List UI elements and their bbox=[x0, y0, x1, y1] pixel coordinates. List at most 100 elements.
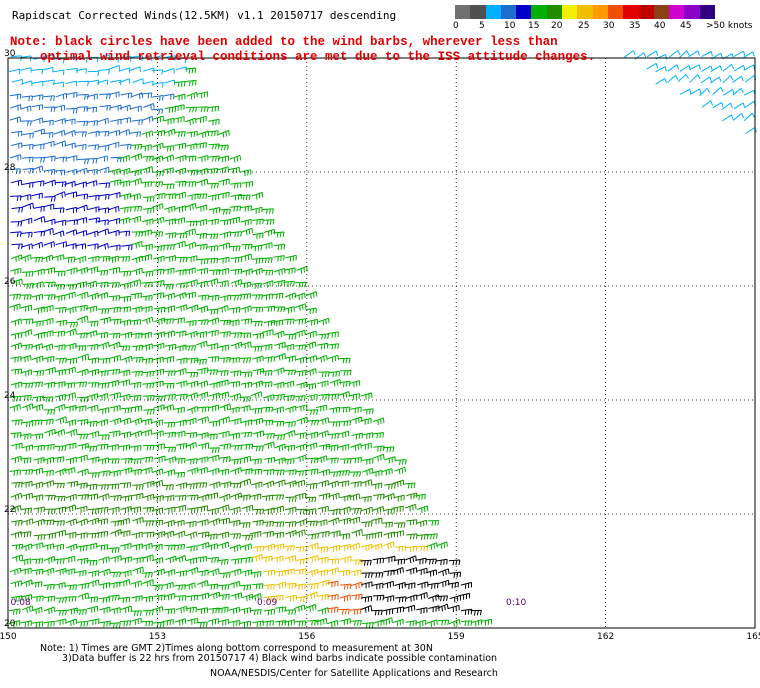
wind-barb bbox=[196, 380, 209, 388]
wind-barb bbox=[108, 458, 120, 464]
wind-barb bbox=[405, 567, 418, 575]
wind-barb bbox=[153, 317, 166, 325]
wind-barb bbox=[10, 342, 22, 351]
wind-barb bbox=[295, 470, 307, 477]
wind-barb bbox=[263, 356, 275, 363]
wind-barb bbox=[22, 156, 34, 163]
wind-barb bbox=[404, 582, 416, 590]
wind-barb bbox=[21, 480, 33, 488]
wind-barb bbox=[394, 545, 407, 552]
wind-barb bbox=[197, 319, 209, 326]
wind-barb bbox=[241, 371, 253, 378]
wind-barb bbox=[296, 595, 308, 603]
legend-swatch bbox=[470, 5, 486, 19]
wind-barb bbox=[318, 317, 330, 326]
wind-barb bbox=[219, 319, 232, 326]
wind-barb bbox=[207, 130, 219, 137]
wind-barb bbox=[209, 269, 221, 276]
wind-barb bbox=[307, 542, 319, 551]
wind-barb bbox=[174, 584, 186, 591]
wind-barb bbox=[119, 482, 132, 489]
wind-barb bbox=[120, 543, 132, 550]
wind-barb bbox=[262, 530, 274, 538]
wind-barb bbox=[142, 270, 154, 277]
wind-barb bbox=[141, 456, 153, 463]
wind-barb bbox=[305, 355, 318, 363]
wind-barb bbox=[98, 341, 110, 350]
wind-barb bbox=[372, 506, 385, 514]
wind-barb bbox=[163, 608, 176, 615]
wind-barb bbox=[361, 581, 373, 589]
wind-barb bbox=[294, 292, 306, 301]
wind-barb bbox=[141, 305, 153, 313]
wind-barb bbox=[153, 306, 166, 314]
wind-barb bbox=[296, 265, 308, 274]
wind-barb bbox=[284, 421, 296, 428]
wind-barb bbox=[206, 343, 219, 350]
wind-barb bbox=[655, 77, 667, 85]
wind-barb bbox=[31, 621, 44, 628]
wind-barb bbox=[339, 594, 351, 602]
wind-barb bbox=[151, 507, 163, 515]
wind-barb bbox=[10, 179, 22, 186]
legend-label: 15 bbox=[528, 21, 540, 31]
wind-barb bbox=[42, 567, 55, 576]
wind-barb bbox=[394, 522, 406, 529]
wind-barb bbox=[162, 283, 174, 290]
wind-barb bbox=[130, 405, 143, 413]
wind-barb bbox=[229, 533, 242, 539]
wind-barb bbox=[153, 443, 165, 451]
wind-barb bbox=[131, 344, 144, 352]
wind-barb bbox=[218, 430, 230, 438]
wind-barb bbox=[43, 79, 55, 86]
wind-barb bbox=[152, 95, 164, 101]
wind-barb bbox=[732, 87, 744, 96]
wind-barb bbox=[10, 356, 22, 363]
wind-barb bbox=[239, 293, 252, 300]
wind-barb bbox=[186, 169, 199, 176]
wind-barb bbox=[241, 556, 253, 564]
wind-barb bbox=[151, 519, 164, 526]
wind-barb bbox=[22, 283, 34, 290]
wind-barb bbox=[152, 342, 165, 350]
wind-barb bbox=[304, 383, 317, 390]
wind-barb bbox=[427, 520, 440, 526]
wind-barb bbox=[33, 306, 45, 314]
wind-barb bbox=[305, 330, 317, 338]
note-line-1: Note: black circles have been added to t… bbox=[10, 35, 558, 49]
wind-barb bbox=[263, 507, 275, 515]
wind-barb bbox=[272, 594, 284, 602]
wind-barb bbox=[394, 466, 406, 475]
wind-barb bbox=[219, 481, 232, 489]
wind-barb bbox=[175, 570, 188, 577]
wind-barb bbox=[250, 345, 263, 352]
wind-barb bbox=[151, 479, 164, 488]
wind-barb bbox=[85, 180, 98, 187]
wind-barb bbox=[164, 255, 177, 262]
wind-barb bbox=[460, 581, 472, 589]
wind-barb bbox=[9, 395, 21, 402]
wind-barb bbox=[87, 243, 99, 250]
wind-barb bbox=[218, 242, 230, 250]
wind-barb bbox=[163, 569, 176, 577]
wind-barb bbox=[142, 579, 154, 587]
wind-barb bbox=[217, 166, 229, 174]
wind-barb bbox=[21, 271, 34, 278]
wind-barb bbox=[153, 404, 165, 412]
wind-barb bbox=[274, 606, 287, 613]
wind-barb bbox=[744, 100, 757, 108]
wind-barb bbox=[250, 468, 263, 475]
wind-barb bbox=[416, 505, 429, 513]
wind-barb bbox=[163, 183, 175, 190]
wind-barb bbox=[174, 504, 187, 512]
legend-label: 5 bbox=[479, 21, 485, 31]
wind-barb bbox=[140, 331, 152, 339]
wind-barb bbox=[295, 432, 308, 439]
wind-barb bbox=[77, 353, 89, 362]
wind-barb bbox=[162, 484, 174, 491]
wind-barb bbox=[360, 559, 372, 566]
wind-barb bbox=[22, 403, 34, 411]
wind-barb bbox=[317, 556, 329, 564]
wind-barb bbox=[174, 191, 187, 200]
wind-barb bbox=[11, 554, 24, 562]
